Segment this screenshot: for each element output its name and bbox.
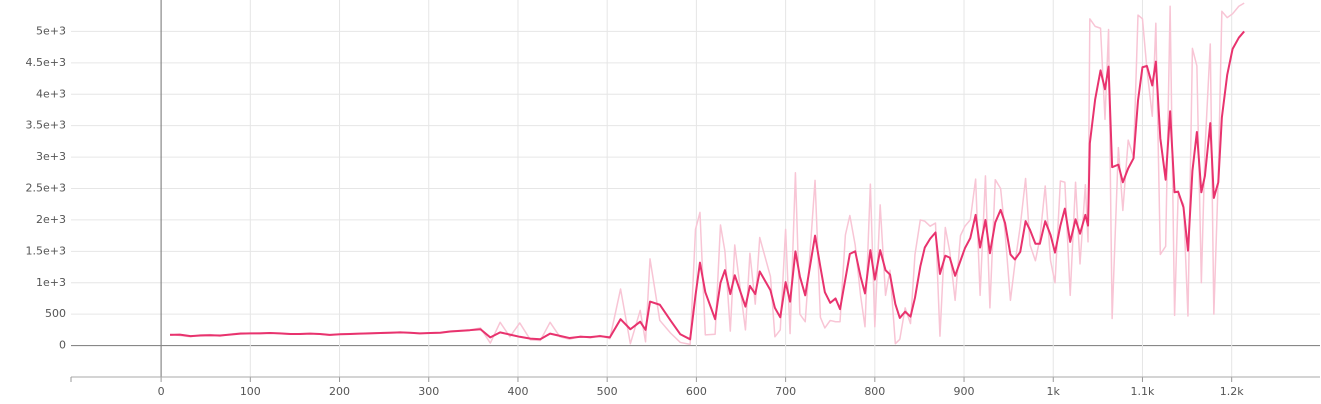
x-tick-label: 1.2k (1220, 385, 1244, 398)
y-tick-label: 2e+3 (36, 213, 66, 226)
x-tick-label: 100 (240, 385, 261, 398)
grid (70, 0, 1320, 382)
y-tick-label: 2.5e+3 (26, 182, 66, 195)
x-tick-label: 700 (775, 385, 796, 398)
x-tick-label: 0 (158, 385, 165, 398)
x-tick-label: 500 (597, 385, 618, 398)
y-tick-label: 4.5e+3 (26, 56, 66, 69)
tick-labels: 0 500 1e+3 1.5e+3 2e+3 2.5e+3 3e+3 3.5e+3 4e+3 4.… (26, 24, 1245, 398)
plot-area (169, 2, 1245, 346)
x-tick-label: 400 (507, 385, 528, 398)
series-line (169, 30, 1245, 341)
x-tick-label: 200 (329, 385, 350, 398)
x-tick-label: 600 (686, 385, 707, 398)
x-tick-label: 1.1k (1131, 385, 1155, 398)
y-tick-label: 1.5e+3 (26, 244, 66, 257)
x-tick-label: 800 (864, 385, 885, 398)
y-tick-label: 1e+3 (36, 276, 66, 289)
x-tick-label: 1k (1047, 385, 1061, 398)
y-tick-label: 0 (59, 339, 66, 352)
y-tick-label: 500 (45, 307, 66, 320)
y-tick-label: 3e+3 (36, 150, 66, 163)
y-tick-label: 4e+3 (36, 87, 66, 100)
y-tick-label: 3.5e+3 (26, 119, 66, 132)
y-tick-label: 5e+3 (36, 24, 66, 37)
x-tick-label: 300 (418, 385, 439, 398)
x-tick-label: 900 (954, 385, 975, 398)
series-line (169, 2, 1245, 346)
